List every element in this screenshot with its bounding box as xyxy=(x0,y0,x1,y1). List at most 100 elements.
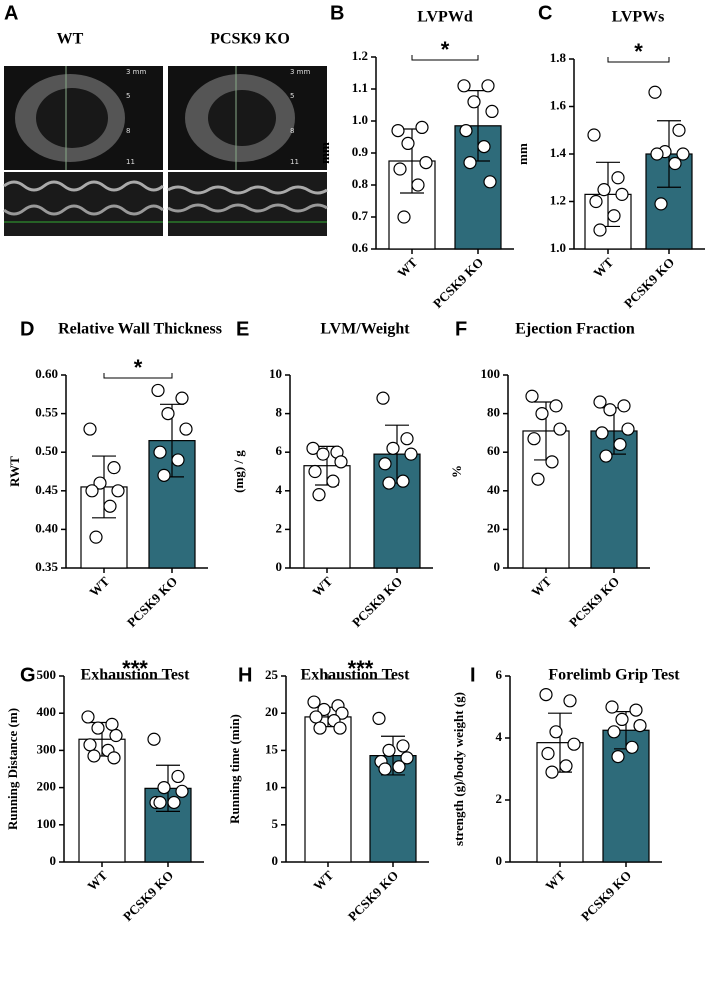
scale-label: 5 xyxy=(290,92,294,100)
data-point xyxy=(545,455,559,469)
data-point xyxy=(401,136,415,150)
data-point xyxy=(415,120,429,135)
data-point xyxy=(654,197,668,211)
data-point xyxy=(175,784,189,798)
data-point xyxy=(83,422,97,436)
data-point xyxy=(85,484,99,498)
panel-letter: G xyxy=(20,664,36,686)
y-tick-label: 0 xyxy=(272,853,279,868)
y-tick-label: 1.1 xyxy=(352,80,368,95)
significance-bracket xyxy=(607,57,670,63)
x-tick-label: WT xyxy=(310,867,336,893)
y-tick-label: 0.35 xyxy=(35,559,58,574)
data-point xyxy=(648,85,662,99)
y-tick-label: 0 xyxy=(50,853,57,868)
x-tick-label: PCSK9 KO xyxy=(120,868,176,924)
scale-label: 11 xyxy=(126,158,135,166)
data-point xyxy=(467,95,481,109)
x-tick-label: WT xyxy=(86,573,112,599)
y-tick-label: 20 xyxy=(265,704,278,719)
significance-label: * xyxy=(634,39,643,64)
data-point xyxy=(621,422,635,436)
panel-letter: D xyxy=(20,318,34,340)
data-point xyxy=(559,759,573,773)
data-point xyxy=(615,712,629,727)
data-point xyxy=(153,445,167,459)
data-point xyxy=(386,441,400,455)
data-point xyxy=(611,171,625,185)
data-point xyxy=(171,769,185,784)
panel-letter: A xyxy=(4,2,18,24)
significance-label: *** xyxy=(122,656,148,681)
image-label: WT xyxy=(57,31,84,48)
chart-title: LVPWd xyxy=(417,9,473,26)
data-point xyxy=(372,711,386,726)
data-point xyxy=(81,710,95,724)
data-point xyxy=(89,530,103,544)
data-point xyxy=(549,399,563,413)
data-point xyxy=(157,468,171,482)
data-point xyxy=(541,746,555,761)
data-point xyxy=(378,457,392,471)
significance-label: * xyxy=(134,355,143,380)
data-point xyxy=(396,739,410,753)
data-point xyxy=(539,687,553,702)
y-tick-label: 0.40 xyxy=(35,520,58,535)
data-point xyxy=(179,422,193,436)
y-axis-label: % xyxy=(449,465,464,478)
data-point xyxy=(625,740,639,754)
data-point xyxy=(151,383,165,398)
data-point xyxy=(175,391,189,405)
significance-bracket xyxy=(327,674,394,680)
y-tick-label: 1.4 xyxy=(550,145,567,160)
x-tick-label: WT xyxy=(590,254,616,280)
data-point xyxy=(481,79,495,93)
y-tick-label: 1.2 xyxy=(352,48,368,63)
data-point xyxy=(419,156,433,170)
data-point xyxy=(391,124,405,138)
data-point xyxy=(668,156,682,171)
data-point xyxy=(603,403,617,417)
data-point xyxy=(91,721,105,735)
y-tick-label: 1.8 xyxy=(550,50,567,65)
data-point xyxy=(334,455,348,469)
y-tick-label: 0.7 xyxy=(352,208,369,223)
y-tick-label: 80 xyxy=(487,405,500,420)
data-point xyxy=(525,389,539,403)
x-tick-label: PCSK9 KO xyxy=(349,574,405,630)
data-point xyxy=(312,488,326,502)
data-point xyxy=(396,474,410,488)
y-tick-label: 5 xyxy=(272,816,279,831)
data-point xyxy=(103,499,117,513)
data-point xyxy=(599,449,613,463)
significance-bracket xyxy=(103,373,173,379)
data-point xyxy=(459,124,473,138)
data-point xyxy=(483,175,497,189)
data-point xyxy=(589,194,603,209)
y-tick-label: 300 xyxy=(37,741,57,756)
data-point xyxy=(595,426,609,440)
chart-title: LVM/Weight xyxy=(320,321,410,338)
y-tick-label: 60 xyxy=(487,443,500,458)
echo-image xyxy=(167,66,328,236)
data-point xyxy=(333,721,347,735)
data-point xyxy=(153,795,167,810)
data-point xyxy=(633,718,647,733)
y-tick-label: 6 xyxy=(276,443,283,458)
data-point xyxy=(393,162,407,176)
y-tick-label: 8 xyxy=(276,405,283,420)
data-point xyxy=(335,706,349,720)
panel-letter: F xyxy=(455,318,467,340)
y-axis-label: Running time (min) xyxy=(227,714,242,824)
echo-image xyxy=(3,66,164,236)
data-point xyxy=(676,147,690,161)
data-point xyxy=(317,702,331,717)
y-tick-label: 0.8 xyxy=(352,176,369,191)
data-point xyxy=(400,751,414,765)
data-point xyxy=(93,476,107,490)
data-point xyxy=(411,178,425,192)
panel-letter: E xyxy=(236,318,249,340)
chart-title: Relative Wall Thickness xyxy=(58,321,222,338)
data-point xyxy=(613,437,627,452)
data-point xyxy=(597,183,611,197)
